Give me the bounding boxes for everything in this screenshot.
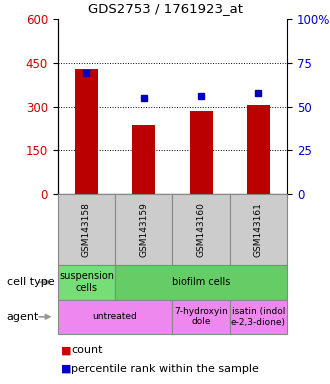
Text: count: count: [71, 345, 102, 355]
Bar: [190, 111, 213, 194]
Text: agent: agent: [7, 312, 39, 322]
Text: GDS2753 / 1761923_at: GDS2753 / 1761923_at: [87, 2, 243, 15]
Text: suspension
cells: suspension cells: [59, 271, 114, 293]
Text: untreated: untreated: [93, 312, 138, 321]
Bar: [75, 69, 98, 194]
Text: ■: ■: [61, 345, 72, 355]
Text: GSM143158: GSM143158: [82, 202, 91, 257]
Bar: [132, 126, 155, 194]
Text: GSM143161: GSM143161: [254, 202, 263, 257]
Bar: [247, 105, 270, 194]
Text: GSM143160: GSM143160: [197, 202, 206, 257]
Text: cell type: cell type: [7, 277, 54, 287]
Text: isatin (indol
e-2,3-dione): isatin (indol e-2,3-dione): [231, 307, 286, 326]
Text: biofilm cells: biofilm cells: [172, 277, 230, 287]
Text: 7-hydroxyin
dole: 7-hydroxyin dole: [174, 307, 228, 326]
Text: ■: ■: [61, 364, 72, 374]
Text: percentile rank within the sample: percentile rank within the sample: [71, 364, 259, 374]
Text: GSM143159: GSM143159: [139, 202, 148, 257]
